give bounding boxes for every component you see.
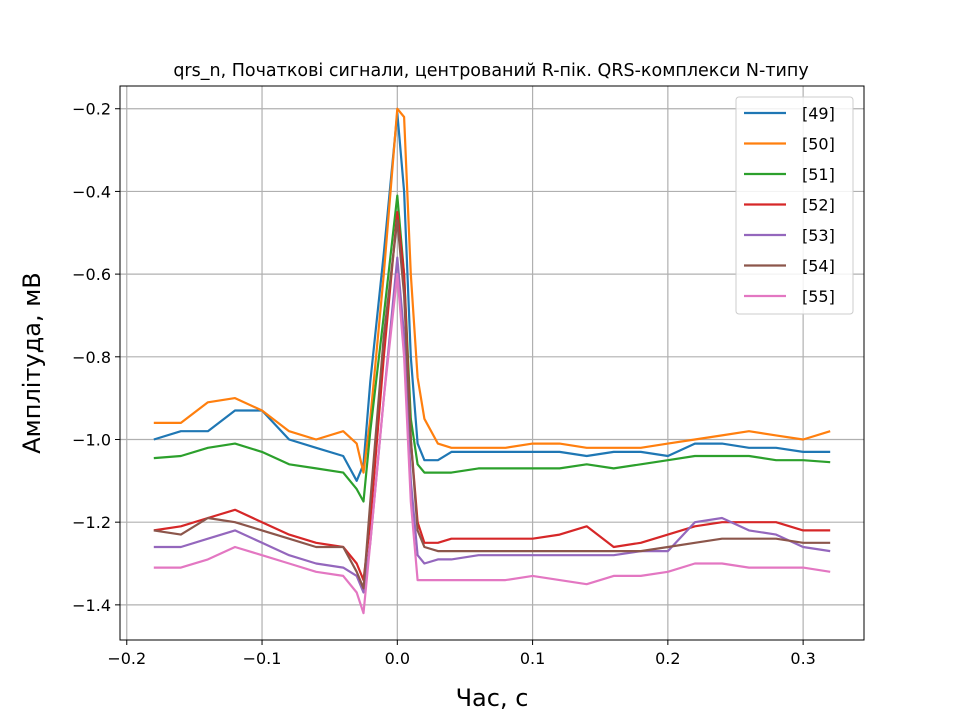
x-tick-label: −0.1 (243, 649, 282, 668)
y-tick-label: −0.4 (72, 182, 111, 201)
legend-label: [51] (802, 165, 835, 184)
y-tick-label: −0.6 (72, 265, 111, 284)
legend-label: [52] (802, 196, 835, 215)
x-tick-label: 0.1 (520, 649, 545, 668)
series-line-54 (153, 219, 831, 590)
y-tick-label: −1.2 (72, 513, 111, 532)
series-lines (153, 107, 831, 615)
chart-title: qrs_n, Початкові сигнали, центрований R-… (173, 61, 808, 81)
plot-area-frame (119, 85, 865, 641)
series-line-49 (153, 111, 831, 482)
legend-label: [54] (802, 257, 835, 276)
y-axis-ticks: −1.4 −1.2 −1.0 −0.8 −0.6 −0.4 −0.2 (72, 100, 120, 615)
y-tick-label: −0.8 (72, 348, 111, 367)
legend: [49] [50] [51] [52] [53] [54] [55] (735, 96, 854, 315)
x-axis-label: Час, с (456, 684, 529, 712)
series-line-50 (153, 107, 831, 474)
x-tick-label: 0.0 (385, 649, 410, 668)
y-tick-label: −1.4 (72, 596, 111, 615)
series-line-51 (153, 194, 831, 503)
x-tick-label: 0.3 (790, 649, 815, 668)
legend-label: [53] (802, 226, 835, 245)
series-line-55 (153, 273, 831, 615)
legend-label: [49] (802, 104, 835, 123)
y-tick-label: −0.2 (72, 100, 111, 119)
series-line-53 (153, 256, 831, 594)
y-axis-label: Амплітуда, мВ (18, 272, 46, 454)
x-tick-label: 0.2 (655, 649, 680, 668)
legend-frame (735, 96, 854, 315)
legend-label: [50] (802, 135, 835, 154)
x-tick-label: −0.2 (107, 649, 146, 668)
series-line-52 (153, 211, 831, 582)
legend-label: [55] (802, 287, 835, 306)
x-axis-ticks: −0.2 −0.1 0.0 0.1 0.2 0.3 (107, 640, 816, 668)
y-tick-label: −1.0 (72, 430, 111, 449)
